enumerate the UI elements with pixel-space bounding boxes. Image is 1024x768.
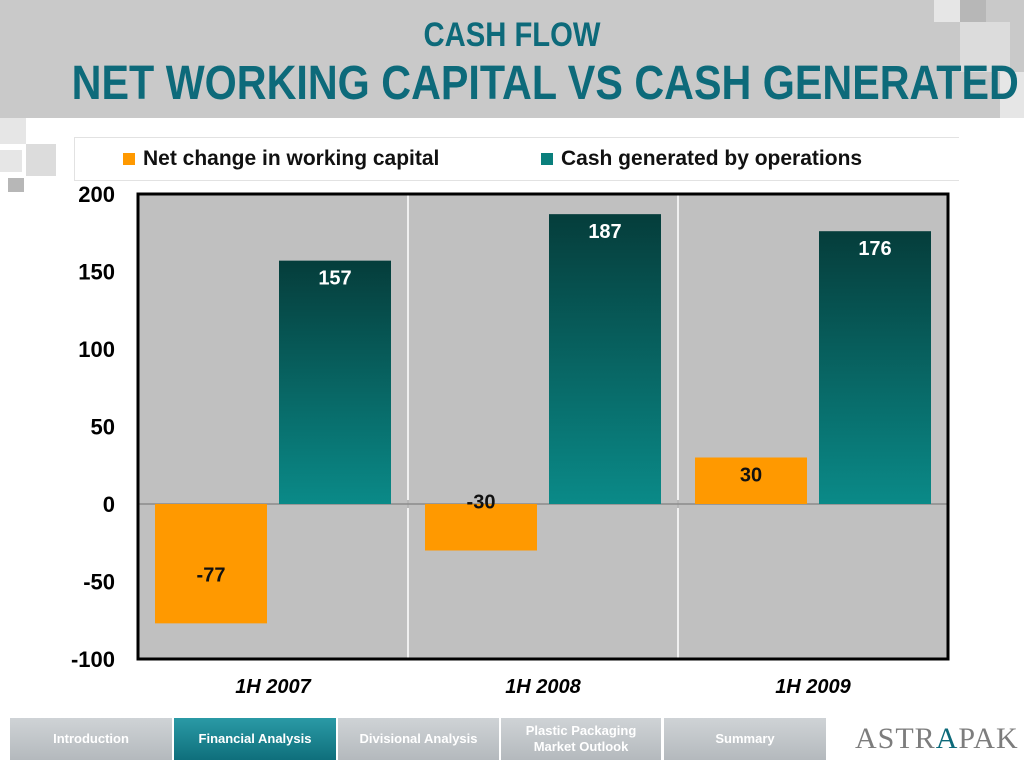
nav-tab-plastic-packaging-market-outlook[interactable]: Plastic Packaging Market Outlook (501, 718, 662, 760)
data-label: 30 (740, 465, 762, 487)
decor-square (1000, 72, 1024, 118)
nav-tab-financial-analysis[interactable]: Financial Analysis (174, 718, 337, 760)
nav-tab-summary[interactable]: Summary (664, 718, 827, 760)
y-tick-label: 150 (78, 260, 115, 285)
bar-working-capital (155, 504, 267, 624)
decor-square (0, 118, 26, 144)
data-label: -30 (467, 492, 496, 514)
decor-square (934, 0, 960, 22)
decor-square (0, 150, 22, 172)
bar-working-capital (695, 457, 807, 504)
plot-area (138, 194, 948, 659)
data-label: 187 (588, 221, 621, 243)
slide-title: NET WORKING CAPITAL VS CASH GENERATED (71, 57, 1019, 110)
legend-item-working-capital: Net change in working capital (123, 147, 439, 171)
slide-subtitle: CASH FLOW (423, 16, 601, 54)
data-label: 157 (318, 268, 351, 290)
legend-item-cash-generated: Cash generated by operations (541, 147, 862, 171)
decor-square (8, 178, 24, 192)
x-category-label: 1H 2007 (235, 676, 311, 698)
decor-square (26, 144, 56, 176)
bar-cash-generated (279, 260, 391, 504)
data-label: 176 (858, 238, 891, 260)
y-tick-label: 100 (78, 337, 115, 362)
y-tick-label: 0 (103, 492, 115, 517)
bar-cash-generated (819, 231, 931, 504)
y-tick-label: -50 (83, 570, 115, 595)
legend-label: Net change in working capital (143, 147, 440, 170)
legend-swatch-teal (541, 153, 553, 165)
y-tick-label: 50 (91, 415, 115, 440)
header-band (0, 0, 1024, 118)
y-tick-label: -100 (71, 647, 115, 672)
nav-tab-introduction[interactable]: Introduction (10, 718, 173, 760)
decor-square (960, 0, 986, 22)
y-tick-label: 200 (78, 182, 115, 207)
plot-frame (136, 192, 950, 661)
x-category-label: 1H 2009 (775, 676, 851, 698)
legend-label: Cash generated by operations (561, 147, 863, 170)
x-category-label: 1H 2008 (505, 676, 581, 698)
bar-working-capital (425, 504, 537, 551)
data-label: -77 (197, 564, 226, 586)
decor-square (960, 22, 1010, 72)
chart-legend: Net change in working capital Cash gener… (74, 137, 959, 181)
company-logo: ASTRAPAK (855, 722, 1019, 755)
bar-cash-generated (549, 214, 661, 504)
nav-tab-divisional-analysis[interactable]: Divisional Analysis (338, 718, 500, 760)
legend-swatch-orange (123, 153, 135, 165)
